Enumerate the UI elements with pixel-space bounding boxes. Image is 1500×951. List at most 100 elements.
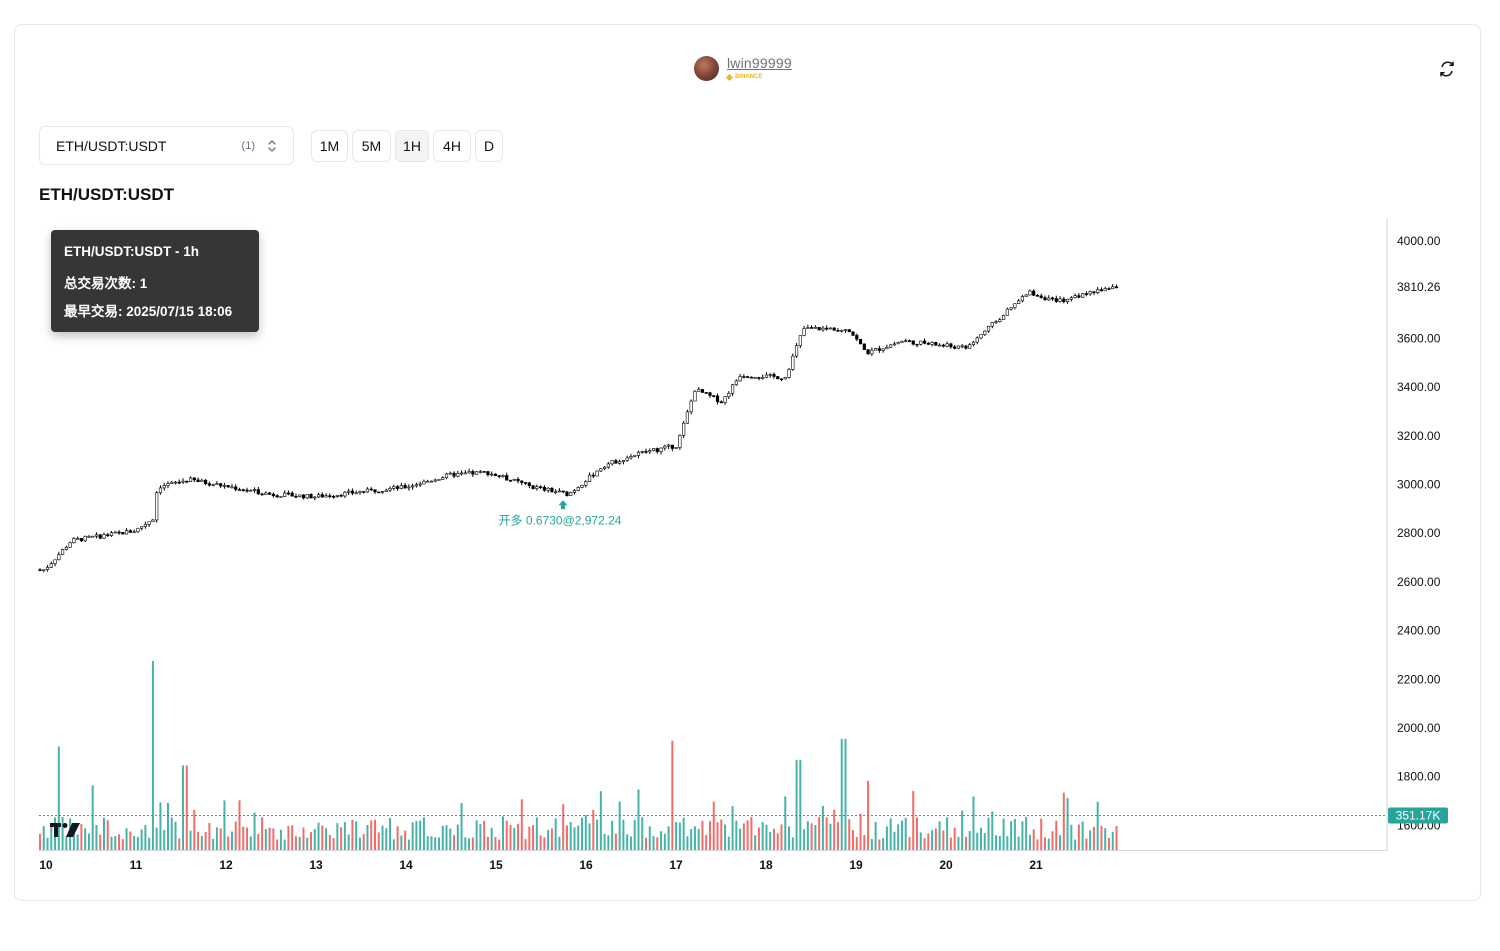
candle-body bbox=[926, 343, 930, 345]
candle-body bbox=[268, 492, 272, 495]
username-link[interactable]: lwin99999 bbox=[727, 55, 792, 71]
last-volume-badge bbox=[1388, 807, 1448, 824]
candle-body bbox=[219, 483, 223, 487]
candle-body bbox=[858, 338, 863, 345]
volume-bar bbox=[667, 826, 670, 851]
candle-body bbox=[779, 378, 784, 381]
timeframe-button-d[interactable]: D bbox=[475, 130, 503, 162]
candle-body bbox=[554, 491, 558, 494]
candle-body bbox=[557, 490, 562, 493]
symbol-select[interactable]: ETH/USDT:USDT (1) bbox=[39, 126, 294, 165]
candle-body bbox=[787, 369, 791, 378]
volume-bar bbox=[87, 833, 90, 851]
volume-bar bbox=[1059, 835, 1062, 851]
volume-bar bbox=[144, 825, 147, 851]
volume-bar bbox=[626, 834, 629, 851]
volume-bar bbox=[464, 837, 467, 851]
trade-marker-arrow-icon[interactable] bbox=[558, 500, 568, 510]
candle-body bbox=[358, 491, 362, 494]
volume-bar bbox=[584, 815, 587, 851]
volume-bar bbox=[411, 822, 414, 851]
price-tick-label: 3400.00 bbox=[1397, 380, 1441, 394]
candle-body bbox=[143, 524, 147, 527]
candle-body bbox=[663, 445, 667, 449]
volume-bar bbox=[95, 825, 98, 851]
volume-bar bbox=[513, 827, 516, 851]
price-tick-label: 2200.00 bbox=[1397, 672, 1441, 686]
time-tick-label: 21 bbox=[1029, 858, 1043, 872]
candle-body bbox=[459, 472, 464, 475]
volume-bar bbox=[151, 661, 154, 851]
volume-bar bbox=[140, 829, 143, 851]
candle-body bbox=[335, 494, 339, 497]
candle-body bbox=[136, 527, 140, 533]
volume-bar bbox=[110, 836, 113, 851]
candle-body bbox=[64, 547, 68, 550]
candle-body bbox=[708, 392, 712, 396]
candle-body bbox=[422, 480, 426, 485]
candle-body bbox=[723, 396, 727, 403]
candle-body bbox=[730, 384, 735, 394]
candle-body bbox=[173, 481, 178, 484]
volume-bar bbox=[829, 823, 832, 851]
volume-bar bbox=[652, 836, 655, 851]
volume-bar bbox=[471, 837, 474, 851]
volume-bar bbox=[422, 817, 425, 851]
volume-bar bbox=[878, 839, 881, 851]
candle-body bbox=[301, 494, 306, 499]
volume-bar bbox=[742, 823, 745, 851]
candle-body bbox=[674, 447, 678, 449]
candle-body bbox=[452, 472, 456, 477]
volume-bar bbox=[257, 833, 260, 851]
volume-bar bbox=[957, 836, 960, 851]
candle-body bbox=[580, 485, 584, 488]
user-avatar[interactable] bbox=[694, 56, 719, 81]
volume-bar bbox=[1010, 821, 1013, 851]
timeframe-button-1h[interactable]: 1H bbox=[395, 130, 429, 162]
timeframe-button-4h[interactable]: 4H bbox=[433, 130, 471, 162]
candle-body bbox=[843, 329, 848, 331]
volume-bar bbox=[678, 822, 681, 851]
candle-body bbox=[636, 451, 641, 456]
candle-body bbox=[230, 486, 234, 489]
timeframe-button-1m[interactable]: 1M bbox=[311, 130, 348, 162]
volume-bar bbox=[1032, 829, 1035, 851]
volume-bar bbox=[938, 821, 941, 851]
candle-body bbox=[704, 392, 708, 394]
volume-bar bbox=[174, 821, 177, 851]
candle-body bbox=[1054, 298, 1058, 302]
candle-body bbox=[896, 342, 900, 345]
volume-bar bbox=[776, 833, 779, 851]
candle-body bbox=[117, 531, 121, 534]
trade-markers: 开多 0.6730@2,972.24 bbox=[499, 500, 622, 527]
timeframe-button-5m[interactable]: 5M bbox=[352, 130, 391, 162]
volume-bar bbox=[389, 817, 392, 851]
candle-body bbox=[185, 480, 189, 483]
candle-body bbox=[392, 486, 396, 489]
volume-bar bbox=[189, 830, 192, 851]
candle-body bbox=[576, 487, 580, 491]
candle-body bbox=[170, 481, 174, 484]
candle-body bbox=[286, 492, 291, 495]
candle-body bbox=[783, 376, 787, 380]
chart-title: ETH/USDT:USDT bbox=[39, 185, 175, 204]
candle-body bbox=[343, 491, 347, 497]
candle-body bbox=[542, 487, 546, 491]
candle-body bbox=[234, 486, 238, 490]
candle-body bbox=[271, 493, 275, 496]
candle-body bbox=[128, 530, 132, 533]
candle-body bbox=[448, 472, 452, 475]
volume-bar bbox=[483, 820, 486, 851]
volume-bar bbox=[1006, 836, 1009, 851]
candle-body bbox=[384, 489, 388, 492]
candle-body bbox=[697, 389, 701, 392]
refresh-icon[interactable] bbox=[1438, 60, 1456, 78]
candle-body bbox=[102, 534, 106, 539]
volume-bar bbox=[276, 839, 279, 851]
candle-body bbox=[407, 486, 411, 489]
volume-bar bbox=[648, 826, 651, 851]
volume-bar bbox=[814, 825, 817, 851]
volume-bar bbox=[1070, 824, 1073, 851]
candle-body bbox=[591, 474, 595, 477]
